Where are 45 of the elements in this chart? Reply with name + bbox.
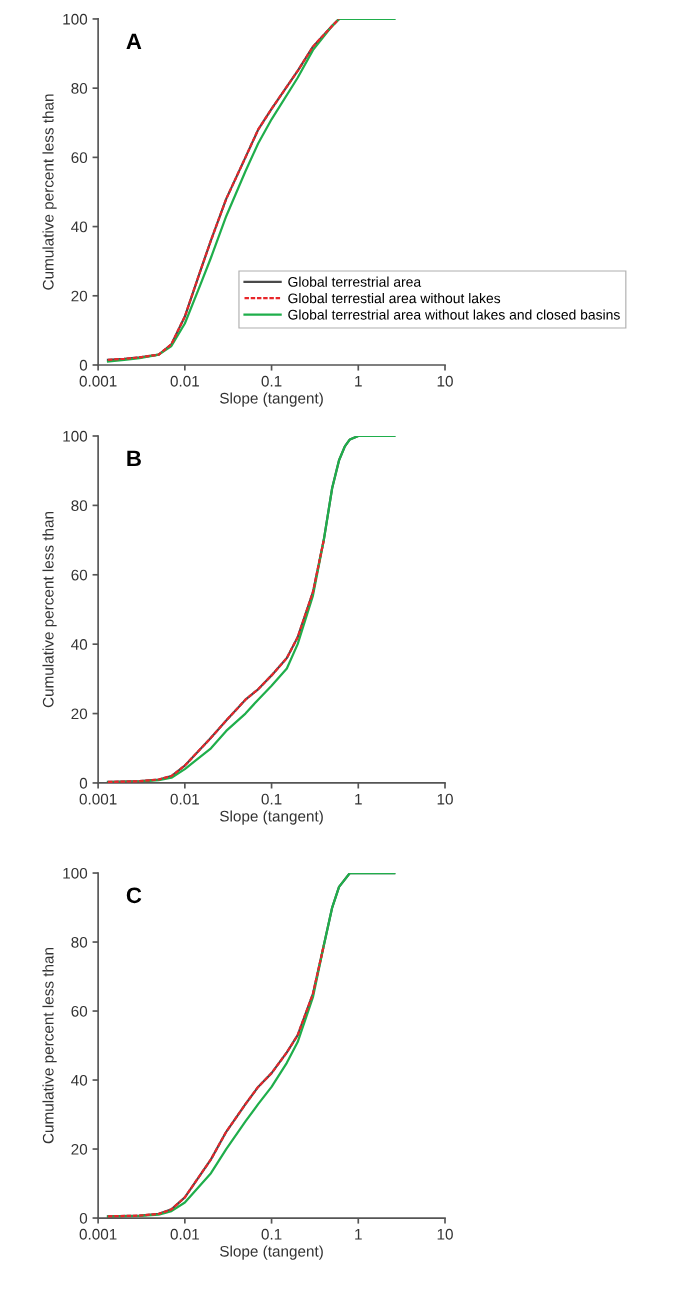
y-tick-label: 60 (71, 569, 88, 581)
x-tick-label: 0.001 (79, 375, 117, 387)
text: A (126, 33, 142, 49)
text: B (127, 450, 141, 467)
y-tick-label: 100 (63, 430, 88, 442)
x-tick-label: 1 (355, 793, 362, 805)
y-tick-label: 100 (63, 867, 88, 879)
y-tick-label: 20 (71, 290, 88, 302)
x-tick-label: 0.01 (170, 1228, 199, 1240)
y-tick-label: 60 (71, 1005, 88, 1017)
y-tick-label: 20 (71, 708, 88, 720)
legend-label: Global terrestrial area (288, 276, 422, 287)
y-tick-label: 0 (79, 359, 88, 371)
y-axis-title: Cumulative percent less than (42, 511, 57, 708)
text: C (126, 887, 142, 904)
x-tick-label: 0.1 (261, 375, 282, 387)
x-axis-title: Slope (tangent) (220, 1245, 323, 1260)
y-tick-label: 40 (71, 221, 88, 233)
x-tick-label: 10 (437, 1228, 453, 1240)
y-axis-title: Cumulative percent less than (42, 94, 57, 290)
y-tick-label: 80 (71, 936, 88, 948)
x-tick-label: 0.001 (79, 1228, 117, 1240)
y-axis-title: Cumulative percent less than (42, 948, 57, 1144)
y-tick-label: 0 (79, 1212, 88, 1224)
x-axis-title: Slope (tangent) (220, 810, 323, 825)
x-tick-label: 0.1 (261, 1228, 282, 1240)
x-tick-label: 1 (355, 375, 362, 387)
y-tick-label: 40 (71, 639, 88, 650)
x-tick-label: 0.1 (261, 793, 282, 805)
y-tick-label: 80 (71, 83, 88, 94)
legend-label: Global terrestial area without lakes (288, 293, 501, 304)
y-tick-label: 20 (71, 1143, 88, 1155)
x-tick-label: 1 (355, 1229, 362, 1240)
y-tick-label: 100 (63, 13, 88, 25)
y-tick-label: 60 (71, 152, 88, 164)
y-tick-label: 80 (71, 500, 88, 512)
x-tick-label: 0.001 (79, 793, 117, 805)
x-tick-label: 0.01 (170, 375, 199, 387)
x-axis-title: Slope (tangent) (220, 392, 323, 407)
y-tick-label: 0 (79, 777, 88, 789)
legend-label: Global terrestrial area without lakes and closed basins (288, 309, 620, 320)
x-tick-label: 0.01 (170, 793, 199, 805)
x-tick-label: 10 (437, 375, 453, 387)
x-tick-label: 10 (437, 793, 453, 805)
y-tick-label: 40 (71, 1074, 88, 1086)
